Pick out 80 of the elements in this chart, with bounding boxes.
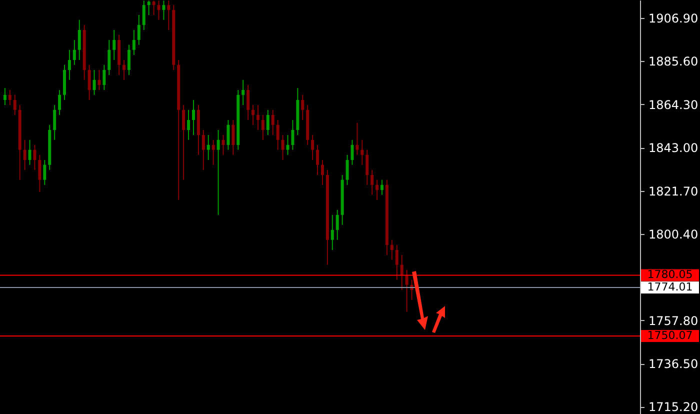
candlestick <box>346 154 349 186</box>
candlestick <box>390 239 394 260</box>
ref-line-label: 1774.01 <box>647 280 693 294</box>
y-tick-label: 1715.20 <box>648 400 698 414</box>
candlestick <box>316 144 320 176</box>
candlestick <box>242 79 245 106</box>
candlestick <box>252 104 255 126</box>
candlestick <box>216 129 220 216</box>
candlestick <box>350 139 354 166</box>
candlestick <box>266 109 270 136</box>
candlestick <box>370 169 374 196</box>
candlestick <box>78 19 81 61</box>
candlestick <box>132 30 136 56</box>
ref-line-label: 1750.07 <box>647 329 693 342</box>
candlestick <box>192 99 195 136</box>
candlestick <box>98 69 101 91</box>
y-tick-label: 1843.00 <box>648 141 698 156</box>
candlestick <box>206 134 210 160</box>
candlestick <box>330 214 334 250</box>
candlestick <box>38 154 42 192</box>
y-tick-label: 1864.30 <box>648 98 698 112</box>
candlestick <box>68 49 71 80</box>
candlestick <box>380 179 384 196</box>
candlestick <box>276 120 280 150</box>
candlestick <box>58 90 62 116</box>
candlestick <box>157 0 160 20</box>
candlestick <box>152 0 156 16</box>
candlestick <box>23 139 26 170</box>
candlestick <box>162 0 166 20</box>
y-tick-label: 1821.70 <box>648 184 698 198</box>
candlestick <box>182 104 186 180</box>
candlestick <box>301 94 304 121</box>
y-tick-label: 1906.90 <box>648 12 698 26</box>
candlestick <box>122 60 126 80</box>
candlestick <box>395 244 398 280</box>
candlestick <box>232 120 235 156</box>
y-tick-label: 1757.80 <box>648 314 698 328</box>
candlestick <box>142 0 146 31</box>
candlestick <box>256 104 260 130</box>
candlestick <box>291 120 294 150</box>
candlestick <box>33 144 36 170</box>
candlestick <box>13 94 16 116</box>
candlestick <box>320 159 324 186</box>
candlestick <box>28 139 32 166</box>
candlestick <box>137 14 140 46</box>
candlestick <box>311 134 314 160</box>
candlestick <box>366 149 369 186</box>
candlestick <box>202 129 205 170</box>
candlestick <box>281 134 284 160</box>
candlestick <box>246 84 250 121</box>
candlestick <box>127 44 130 76</box>
candlestick <box>108 39 111 76</box>
candlestick <box>286 134 290 156</box>
candlestick <box>261 114 264 140</box>
candlestick <box>72 39 76 66</box>
y-tick-label: 1885.60 <box>648 54 698 69</box>
candlestick <box>88 64 91 100</box>
candlestick <box>222 134 225 156</box>
candlestick <box>187 109 190 140</box>
candlestick <box>405 269 408 312</box>
candlestick <box>112 30 116 61</box>
y-tick-label: 1800.40 <box>648 227 698 242</box>
candlestick <box>3 87 6 106</box>
ref-line-label: 1780.05 <box>647 268 693 282</box>
candlestick <box>400 254 404 290</box>
candlestick <box>271 109 274 136</box>
candlestick <box>376 179 379 200</box>
candlestick <box>336 209 339 240</box>
candlestick <box>43 159 46 186</box>
candlestick <box>147 0 150 16</box>
candlestick <box>356 122 359 156</box>
candlestick <box>226 120 230 150</box>
y-tick-label: 1736.50 <box>648 357 698 372</box>
candlestick <box>92 69 96 96</box>
candlestick <box>53 104 56 140</box>
candlestick <box>102 64 106 91</box>
candlestick <box>8 90 12 106</box>
candlestick <box>167 0 170 31</box>
candlestick <box>212 139 215 166</box>
candlestick <box>360 139 364 166</box>
